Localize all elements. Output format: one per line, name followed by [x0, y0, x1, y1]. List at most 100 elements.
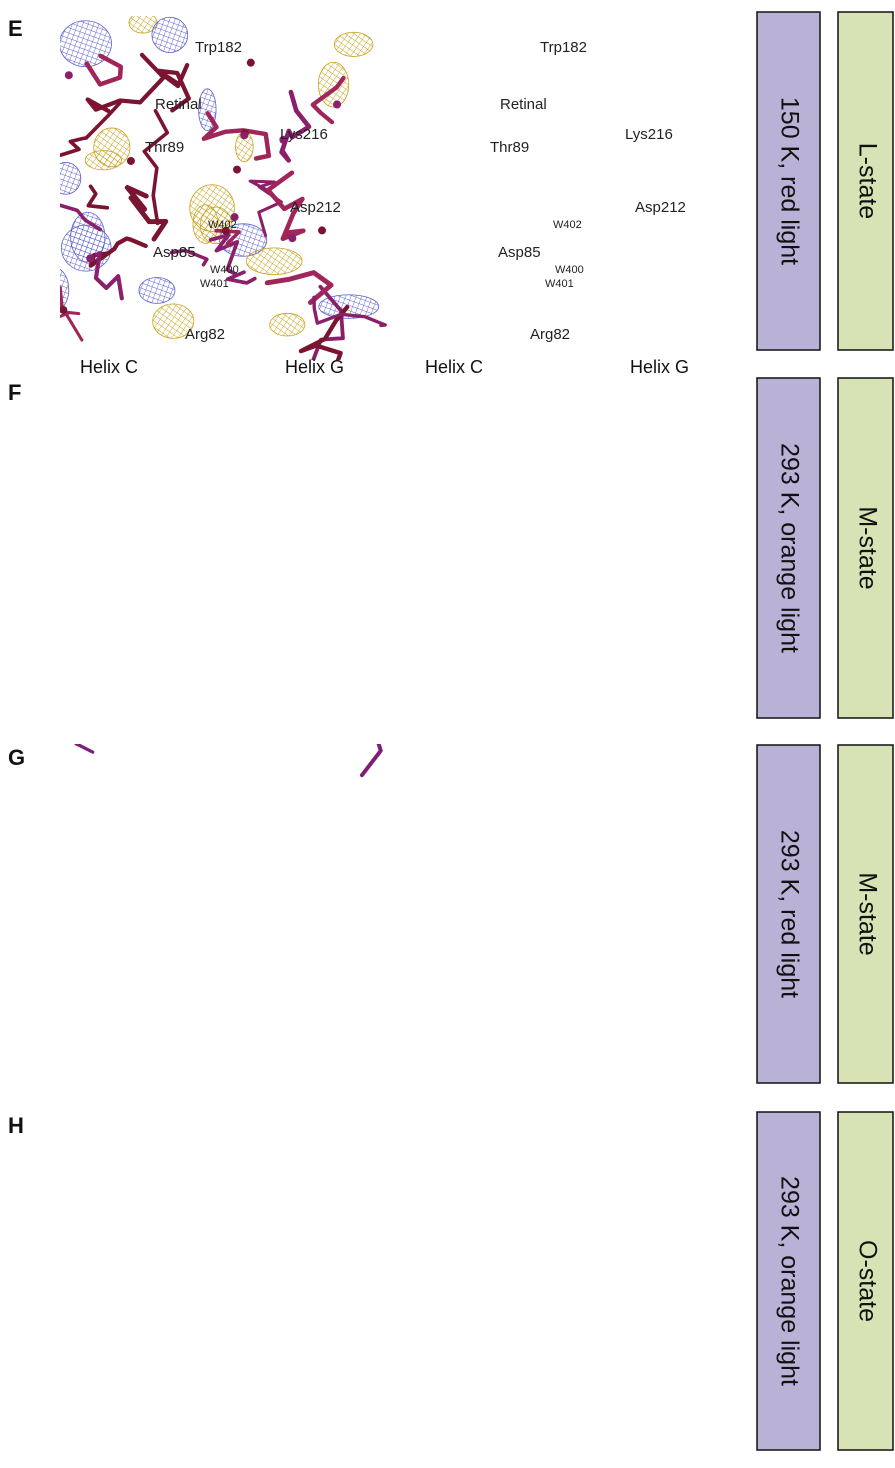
model-stick — [654, 1045, 684, 1057]
model-stick — [197, 1327, 249, 1382]
density-mesh — [497, 17, 533, 52]
density-mesh — [515, 1413, 557, 1433]
model-stick — [141, 834, 170, 857]
model-stick — [309, 1045, 339, 1057]
atom — [58, 1173, 66, 1181]
density-mesh — [300, 1313, 359, 1351]
density-mesh — [541, 983, 568, 1024]
residue-label: Asp212 — [635, 199, 686, 216]
atom — [525, 1131, 533, 1139]
model-stick — [549, 586, 590, 613]
atom — [67, 1187, 75, 1195]
atom — [187, 676, 195, 684]
condition-label: 293 K, red light — [775, 830, 803, 998]
model-stick — [561, 231, 584, 246]
density-mesh — [51, 162, 81, 194]
atom — [79, 632, 87, 640]
model-stick — [472, 187, 511, 239]
atom — [584, 518, 592, 526]
model-stick — [28, 855, 68, 907]
helix-label: Helix C — [80, 357, 138, 377]
density-mesh — [334, 32, 373, 56]
density-mesh — [13, 809, 70, 838]
model-stick — [612, 273, 676, 303]
model-stick — [93, 658, 114, 673]
density-mesh — [608, 1170, 626, 1195]
model-stick — [7, 1220, 60, 1320]
model-stick — [427, 1417, 457, 1463]
model-stick — [235, 1038, 273, 1067]
atom — [233, 166, 241, 174]
density-mesh — [603, 1264, 638, 1306]
stereo-view — [20, 13, 385, 379]
density-mesh — [127, 784, 178, 832]
model-stick — [580, 1038, 618, 1067]
density-mesh — [447, 441, 476, 490]
model-stick — [332, 566, 367, 604]
density-mesh — [662, 527, 685, 573]
density-mesh — [595, 598, 629, 632]
model-stick — [50, 921, 91, 968]
density-mesh — [243, 996, 263, 1033]
residue-label: W400 — [210, 264, 239, 276]
model-stick — [88, 186, 107, 207]
atom — [404, 306, 412, 314]
model-stick — [209, 578, 253, 646]
atom — [343, 1419, 351, 1427]
atom — [65, 71, 73, 79]
density-mesh — [503, 486, 562, 516]
atom — [91, 886, 99, 894]
model-stick — [458, 1110, 522, 1166]
model-stick — [438, 1440, 468, 1455]
model-stick — [93, 1440, 123, 1455]
density-mesh — [387, 385, 406, 419]
density-mesh — [42, 385, 61, 419]
model-stick — [427, 449, 447, 491]
density-mesh — [102, 441, 131, 490]
atom — [93, 973, 101, 981]
residue-label: Asp212 — [290, 199, 341, 216]
density-mesh — [519, 1268, 548, 1290]
model-stick — [488, 810, 537, 899]
atom — [277, 942, 285, 950]
density-mesh — [61, 225, 111, 271]
density-mesh — [251, 1028, 268, 1071]
density-mesh — [196, 983, 223, 1024]
density-mesh — [263, 1170, 281, 1195]
density-mesh — [151, 678, 187, 699]
density-mesh — [234, 1026, 291, 1064]
density-mesh — [142, 403, 188, 429]
model-stick — [404, 947, 468, 1007]
atom — [59, 306, 67, 314]
model-stick — [481, 1252, 524, 1267]
model-stick — [506, 828, 542, 923]
model-stick — [173, 884, 203, 930]
atom — [240, 970, 248, 978]
density-mesh — [496, 678, 532, 699]
model-stick — [129, 614, 166, 699]
density-mesh — [253, 759, 306, 807]
residue-label: Lys216 — [280, 126, 328, 143]
atom — [532, 676, 540, 684]
density-mesh — [318, 62, 348, 107]
model-stick — [557, 1411, 581, 1434]
density-mesh — [45, 1386, 96, 1410]
panel-letter: G — [8, 745, 25, 770]
atom — [149, 1288, 157, 1296]
model-stick — [166, 448, 187, 496]
density-mesh — [581, 132, 599, 162]
model-stick — [373, 855, 413, 907]
model-stick — [195, 637, 261, 686]
atom — [180, 1131, 188, 1139]
model-stick — [53, 709, 93, 752]
density-mesh — [406, 225, 456, 271]
density-mesh — [84, 778, 112, 827]
model-stick — [400, 103, 465, 157]
model-stick — [185, 1374, 241, 1438]
density-mesh — [469, 653, 491, 687]
atom — [586, 1198, 594, 1206]
density-mesh — [144, 784, 173, 809]
model-stick — [658, 78, 689, 122]
model-stick — [436, 239, 491, 266]
atom — [328, 440, 336, 448]
